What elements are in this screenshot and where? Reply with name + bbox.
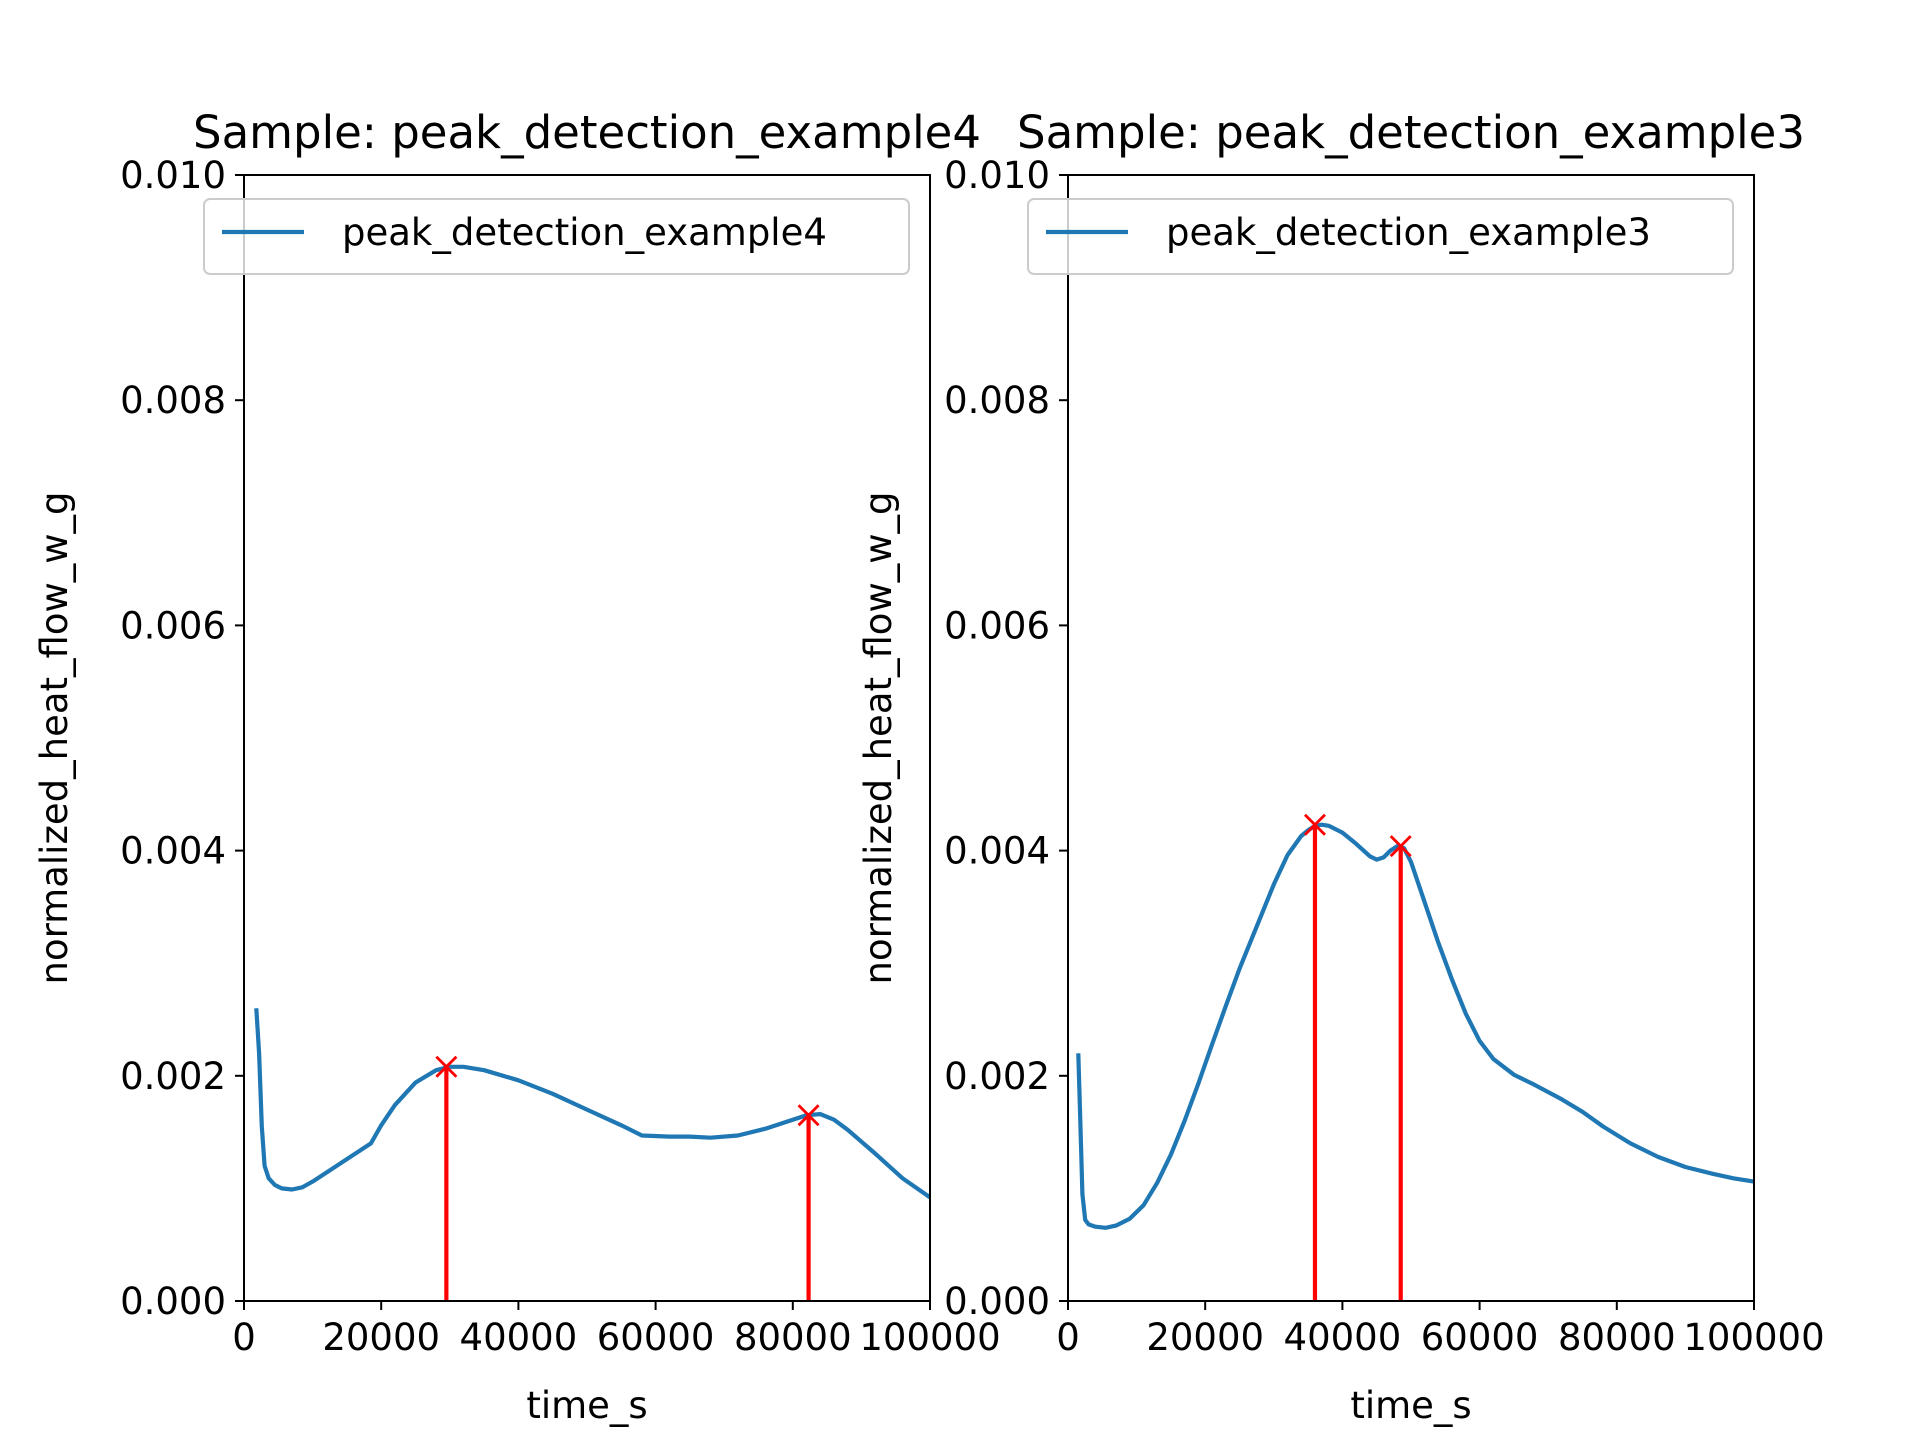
plot-title: Sample: peak_detection_example4	[193, 106, 981, 159]
y-tick-label: 0.006	[944, 604, 1050, 647]
peak-marker	[1303, 813, 1326, 836]
legend-label: peak_detection_example3	[1166, 211, 1651, 254]
x-tick-label: 100000	[859, 1316, 1000, 1359]
peak-marker	[435, 1055, 458, 1078]
x-axis-label: time_s	[526, 1384, 647, 1427]
y-axis-label: normalized_heat_flow_w_g	[33, 492, 76, 985]
peak-marker	[1389, 835, 1412, 858]
legend: peak_detection_example4	[203, 198, 910, 275]
subplot-right: 0 20000 40000 60000 80000 1000000.0000.0020.0…	[857, 106, 1825, 1427]
legend-box	[203, 198, 910, 275]
x-tick-label: 60000	[1421, 1316, 1539, 1359]
legend: peak_detection_example3	[1027, 198, 1734, 275]
x-tick-label: 0	[232, 1316, 256, 1359]
y-tick-label: 0.004	[944, 830, 1050, 873]
legend-label: peak_detection_example4	[342, 211, 827, 254]
x-tick-label: 20000	[322, 1316, 440, 1359]
y-axis-label: normalized_heat_flow_w_g	[857, 492, 900, 985]
x-axis-label: time_s	[1350, 1384, 1471, 1427]
peak-marker	[797, 1104, 820, 1127]
y-tick-label: 0.004	[120, 830, 226, 873]
y-tick-label: 0.008	[120, 379, 226, 422]
y-tick-label: 0.008	[944, 379, 1050, 422]
plot-title: Sample: peak_detection_example3	[1017, 106, 1805, 159]
subplot-left: 0 20000 40000 60000 80000 100000 0.000 0.002 0.0…	[33, 106, 1001, 1427]
x-tick-label: 60000	[597, 1316, 715, 1359]
axes-frame	[243, 174, 931, 1302]
x-tick-label: 20000	[1146, 1316, 1264, 1359]
y-tick-label: 0.010	[120, 154, 226, 197]
y-tick-label: 0.000	[120, 1280, 226, 1323]
axes-frame	[1067, 174, 1755, 1302]
x-tick-label: 0	[1056, 1316, 1080, 1359]
x-tick-label: 40000	[460, 1316, 578, 1359]
y-tick-label: 0.000	[944, 1280, 1050, 1323]
y-tick-label: 0.002	[120, 1055, 226, 1098]
legend-box	[1027, 198, 1734, 275]
y-tick-label: 0.006	[120, 604, 226, 647]
x-tick-label: 80000	[734, 1316, 852, 1359]
x-tick-label: 40000	[1284, 1316, 1402, 1359]
series-line	[1076, 822, 1755, 1230]
x-tick-label: 100000	[1683, 1316, 1824, 1359]
y-tick-label: 0.002	[944, 1055, 1050, 1098]
x-tick-label: 80000	[1558, 1316, 1676, 1359]
series-line	[254, 1008, 932, 1200]
y-tick-label: 0.010	[944, 154, 1050, 197]
